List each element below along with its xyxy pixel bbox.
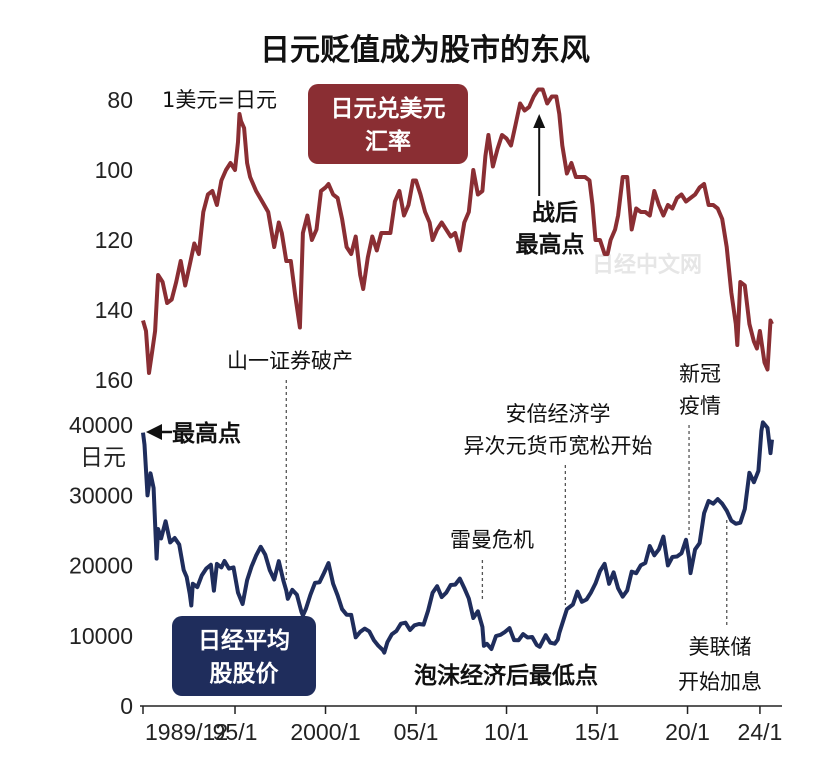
nikkei-series (141, 420, 774, 655)
peak-label: 最高点 (516, 231, 585, 258)
start-arrowhead (146, 424, 162, 440)
event-label: 异次元货币宽松开始 (464, 434, 653, 458)
nikkei-y-tick: 40000 (69, 412, 133, 438)
nikkei-legend-label: 股股价 (210, 661, 280, 687)
x-tick-label: 15/1 (575, 719, 620, 745)
x-tick-label: 95/1 (213, 719, 258, 745)
fx-unit-label: 1美元=日元 (162, 88, 277, 112)
nikkei-legend-label: 日经平均 (198, 627, 290, 654)
x-tick-label: 1989/12 (145, 719, 228, 745)
fx-legend-badge (308, 84, 468, 164)
watermark: 日经中文网 (592, 252, 702, 278)
fx-y-ticks: 80 100 120 140 160 (95, 87, 133, 393)
event-label: 新冠 (679, 362, 721, 386)
chart-title: 日元贬值成为股市的东风 (260, 33, 590, 68)
fx-y-tick: 160 (95, 367, 133, 393)
nikkei-y-ticks: 0 10000 20000 30000 40000 (69, 412, 133, 719)
nikkei-line (141, 420, 774, 655)
fx-legend-label: 日元兑美元 (331, 95, 446, 122)
fx-y-tick: 140 (95, 297, 133, 323)
event-label: 开始加息 (678, 670, 762, 694)
nikkei-y-tick: 30000 (69, 482, 133, 508)
event-label: 最高点 (172, 420, 241, 447)
event-label: 安倍经济学 (506, 402, 611, 426)
x-tick-label: 20/1 (665, 719, 710, 745)
event-label: 美联储 (689, 635, 752, 659)
fx-series (141, 87, 774, 375)
event-label: 泡沫经济后最低点 (414, 662, 598, 689)
fx-y-tick: 100 (95, 157, 133, 183)
event-label: 疫情 (679, 394, 721, 418)
nikkei-legend-badge (172, 616, 316, 696)
event-label: 雷曼危机 (450, 528, 534, 552)
event-label: 山一证券破产 (227, 349, 353, 373)
fx-y-tick: 80 (107, 87, 133, 113)
fx-line (141, 87, 774, 375)
fx-legend-label: 汇率 (365, 128, 411, 155)
peak-arrowhead (533, 114, 546, 128)
event-guides (285, 380, 728, 628)
nikkei-y-tick: 20000 (69, 553, 133, 579)
peak-label: 战后 (532, 200, 578, 226)
x-tick-label: 2000/1 (290, 719, 360, 745)
x-tick-label: 10/1 (484, 719, 529, 745)
fx-y-tick: 120 (95, 227, 133, 253)
x-tick-label: 05/1 (394, 719, 439, 745)
x-tick-label: 24/1 (738, 719, 783, 745)
nikkei-unit-label: 日元 (80, 444, 126, 470)
nikkei-y-tick: 0 (120, 693, 133, 719)
nikkei-y-tick: 10000 (69, 623, 133, 649)
